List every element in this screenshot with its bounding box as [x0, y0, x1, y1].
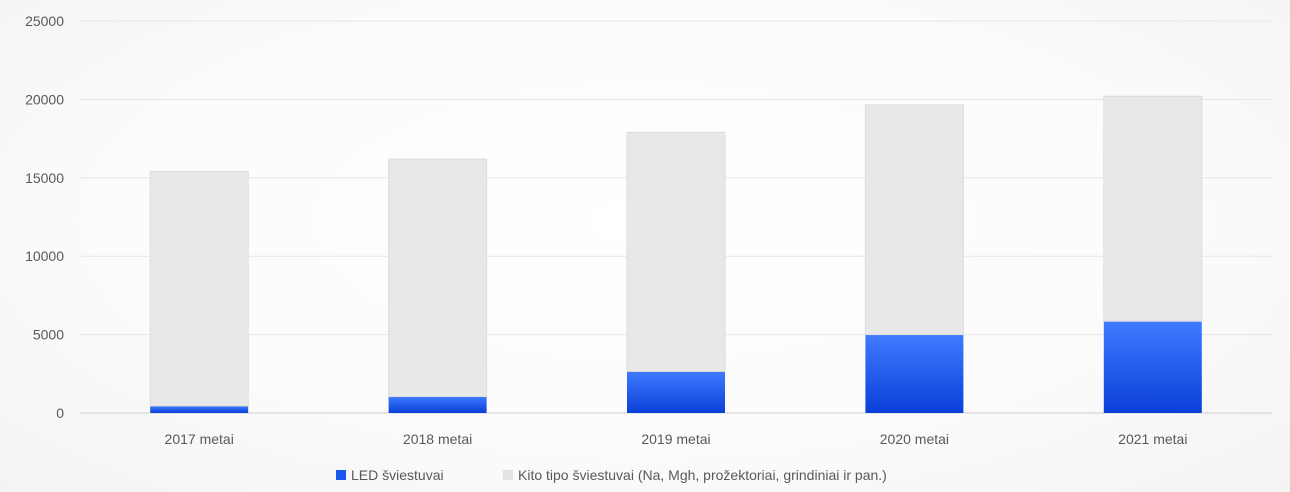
x-tick-label: 2020 metai [880, 431, 949, 447]
legend-label-other: Kito tipo šviestuvai (Na, Mgh, prožektor… [518, 467, 887, 483]
y-tick-label: 0 [56, 405, 64, 421]
y-tick-label: 10000 [25, 248, 64, 264]
bar-other [149, 171, 249, 407]
bar-led [627, 371, 725, 413]
x-tick-label: 2017 metai [165, 431, 234, 447]
y-tick-label: 25000 [25, 13, 64, 29]
bar-led [388, 396, 487, 413]
y-axis-ticks: 0 5000 10000 15000 20000 25000 [25, 13, 64, 421]
bar-other [388, 158, 488, 398]
y-tick-label: 20000 [25, 91, 64, 107]
x-axis-ticks: 2017 metai 2018 metai 2019 metai 2020 metai… [165, 431, 1188, 447]
legend-label-led: LED šviestuvai [351, 467, 444, 483]
bar-other [626, 131, 726, 372]
x-tick-label: 2019 metai [641, 431, 710, 447]
bar-other [864, 104, 964, 336]
bars [149, 95, 1203, 413]
legend-swatch-other [503, 470, 513, 480]
legend-swatch-led [336, 470, 346, 480]
y-tick-label: 15000 [25, 170, 64, 186]
x-tick-label: 2018 metai [403, 431, 472, 447]
bar-other [1103, 95, 1203, 322]
legend: LED šviestuvai Kito tipo šviestuvai (Na, … [336, 467, 887, 483]
bar-led [1103, 321, 1202, 413]
x-tick-label: 2021 metai [1118, 431, 1187, 447]
bar-led [865, 334, 964, 413]
y-tick-label: 5000 [33, 327, 64, 343]
bar-led [150, 405, 249, 413]
